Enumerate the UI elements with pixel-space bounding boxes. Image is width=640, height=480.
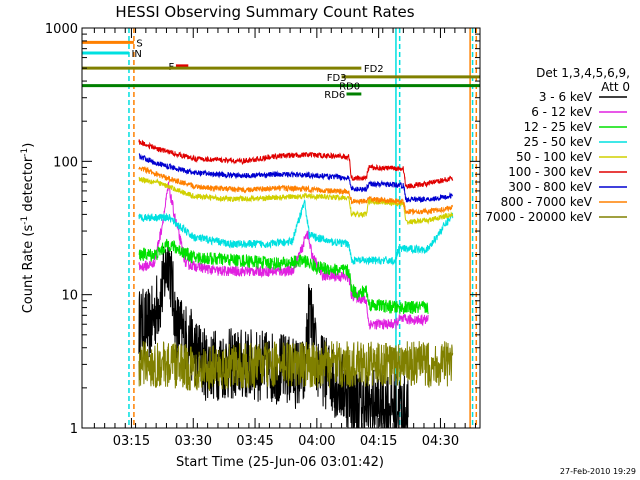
flag-label-fd3: FD3 <box>327 73 347 84</box>
series-line-50-100-keV <box>138 176 454 225</box>
series-line-12-25-keV <box>138 238 429 315</box>
x-tick-label: 03:15 <box>113 434 150 449</box>
series-line-300-800-keV <box>138 153 454 203</box>
generated-timestamp: 27-Feb-2010 19:29 <box>560 467 636 476</box>
plot-frame <box>81 27 481 429</box>
series-line-25-50-keV <box>138 199 454 266</box>
flag-label-rd6: RD6 <box>324 90 345 101</box>
y-axis: 1 10 100 1000 <box>45 22 480 437</box>
x-tick-label: 03:30 <box>175 434 212 449</box>
flag-bars: SINFFD2FD3RD0RD6 <box>82 38 480 101</box>
legend-header-line-1: Det 1,3,4,5,6,9, <box>536 66 630 80</box>
series-line-800-7000-keV <box>138 165 454 216</box>
legend-label: 7000 - 20000 keV <box>485 210 592 224</box>
x-tick-label: 04:30 <box>422 434 459 449</box>
flag-label-s: S <box>136 38 142 49</box>
series-line-100-300-keV <box>138 139 454 190</box>
series-line-3-6-keV <box>138 241 409 429</box>
flag-label-rd0: RD0 <box>339 82 360 93</box>
series-line-6-12-keV <box>138 181 429 330</box>
legend-label: 800 - 7000 keV <box>501 195 593 209</box>
y-tick-label: 1000 <box>45 22 78 37</box>
flag-label-in: IN <box>131 49 141 60</box>
legend-label: 3 - 6 keV <box>539 90 593 104</box>
x-tick-label: 04:15 <box>360 434 397 449</box>
legend-label: 6 - 12 keV <box>531 105 593 119</box>
y-tick-label: 100 <box>53 155 78 170</box>
x-tick-label: 04:00 <box>298 434 335 449</box>
x-axis: 03:15 03:30 03:45 04:00 04:15 04:30 <box>93 28 476 449</box>
y-tick-label: 1 <box>70 422 78 437</box>
series-line-7000-20000-keV <box>138 341 454 391</box>
x-axis-label: Start Time (25-Jun-06 03:01:42) <box>176 455 384 470</box>
legend-label: 100 - 300 keV <box>508 165 592 179</box>
y-axis-label: Count Rate (s-1 detector-1) <box>20 143 36 314</box>
legend-label: 25 - 50 keV <box>524 135 593 149</box>
x-tick-label: 03:45 <box>236 434 273 449</box>
y-tick-label: 10 <box>61 289 78 304</box>
legend-label: 12 - 25 keV <box>524 120 593 134</box>
chart-title: HESSI Observing Summary Count Rates <box>115 3 414 21</box>
legend-label: 50 - 100 keV <box>516 150 593 164</box>
legend-label: 300 - 800 keV <box>508 180 592 194</box>
plot-area <box>128 28 478 429</box>
flag-label-fd2: FD2 <box>364 64 384 75</box>
legend-header-line-2: Att 0 <box>601 80 630 94</box>
